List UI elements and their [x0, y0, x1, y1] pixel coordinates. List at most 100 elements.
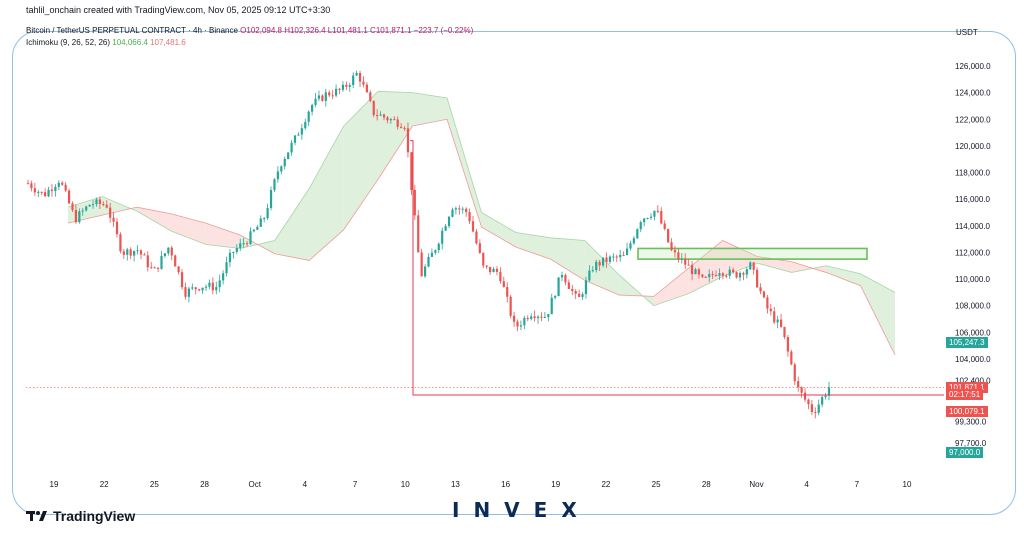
candle-body: [684, 258, 687, 265]
ichimoku-cloud-segment: [550, 237, 585, 281]
candle-body: [485, 265, 488, 267]
candle-body: [126, 249, 129, 255]
candle-body: [269, 190, 273, 208]
candle-body: [461, 208, 464, 210]
candle-body: [680, 258, 683, 260]
candle-body: [427, 256, 430, 267]
candle-body: [352, 75, 355, 86]
candle-body: [807, 399, 810, 405]
x-tick-label: 4: [303, 480, 308, 489]
price-tag: 100,079.1: [946, 405, 988, 417]
candle-body: [656, 210, 659, 212]
candle-body: [492, 268, 495, 273]
candle-body: [454, 208, 457, 210]
candle-body: [489, 266, 492, 273]
indicator-legend[interactable]: Ichimoku (9, 26, 52, 26) 104,066.4 107,4…: [26, 38, 186, 47]
candle-body: [417, 215, 420, 253]
candle-body: [564, 274, 567, 283]
x-tick-label: 28: [702, 480, 711, 489]
candle-body: [331, 95, 334, 97]
candle-body: [334, 88, 338, 96]
candle-body: [540, 316, 543, 318]
ichimoku-cloud-segment: [826, 265, 861, 286]
tradingview-icon: [26, 511, 47, 521]
y-tick-label: 102,400.0: [955, 376, 991, 385]
candle-body: [290, 142, 293, 153]
candle-body: [821, 397, 824, 405]
candle-body: [153, 267, 156, 269]
candle-body: [222, 273, 225, 281]
candle-body: [769, 308, 772, 312]
candle-body: [619, 254, 622, 258]
candle-body: [170, 247, 173, 256]
candle-body: [259, 218, 262, 227]
candle-body: [523, 317, 526, 326]
candle-body: [293, 135, 297, 143]
candle-body: [263, 218, 266, 220]
candle-body: [362, 81, 365, 85]
candle-body: [143, 254, 146, 256]
price-tag: 101,871.1: [946, 381, 988, 393]
price-tag: 105,247.3: [946, 336, 988, 348]
price-tag: 02:17:51: [946, 389, 984, 401]
candle-body: [273, 179, 276, 191]
indicator-name: Ichimoku (9, 26, 52, 26): [26, 38, 111, 47]
candle-body: [827, 387, 831, 396]
candle-body: [742, 272, 745, 275]
candle-body: [376, 115, 379, 117]
tradingview-logo[interactable]: TradingView: [26, 508, 135, 524]
candle-body: [95, 199, 98, 205]
x-tick-label: 13: [451, 480, 460, 489]
x-tick-label: Nov: [749, 480, 763, 489]
candle-body: [54, 186, 57, 191]
candle-body: [232, 251, 235, 253]
candle-body: [71, 203, 74, 210]
candle-body: [184, 287, 187, 297]
indicator-value-b: 107,481.6: [150, 38, 186, 47]
candle-body: [759, 287, 762, 292]
candle-body: [430, 252, 434, 257]
candle-body: [37, 191, 40, 193]
candle-body: [256, 226, 259, 230]
candle-body: [348, 85, 351, 87]
candle-body: [239, 243, 242, 249]
candle-body: [714, 274, 718, 276]
candle-body: [625, 248, 629, 255]
ichimoku-cloud-segment: [274, 188, 310, 261]
candle-body: [677, 252, 680, 260]
candle-body: [578, 293, 581, 297]
candle-body: [324, 92, 327, 101]
candle-body: [50, 189, 54, 191]
y-tick-label: 114,000.0: [955, 222, 991, 231]
candle-body: [365, 84, 368, 93]
candle-body: [478, 243, 481, 253]
candle-body: [328, 92, 331, 96]
candle-body: [495, 268, 499, 272]
candle-body: [280, 166, 283, 172]
candle-body: [468, 212, 471, 222]
candle-body: [345, 84, 348, 87]
candle-body: [560, 274, 564, 278]
x-tick-label: 19: [551, 480, 560, 489]
candle-body: [571, 289, 574, 291]
candle-body: [701, 274, 704, 277]
candle-body: [639, 222, 642, 230]
candle-body: [711, 274, 714, 276]
candle-body: [441, 230, 444, 244]
x-tick-label: 10: [903, 480, 912, 489]
candle-body: [649, 216, 653, 218]
candle-body: [283, 158, 286, 167]
y-tick-label: 106,000.0: [955, 328, 991, 337]
candle-body: [512, 315, 516, 322]
ichimoku-cloud-segment: [757, 256, 792, 273]
y-tick-label: 122,000.0: [955, 115, 991, 124]
candle-body: [663, 223, 666, 229]
symbol-legend[interactable]: Bitcoin / TetherUS PERPETUAL CONTRACT · …: [26, 26, 473, 35]
candle-body: [109, 207, 112, 218]
candle-body: [235, 248, 238, 252]
candle-body: [533, 316, 536, 319]
candle-body: [766, 297, 769, 309]
candle-body: [629, 243, 632, 249]
ichimoku-cloud-segment: [343, 91, 379, 230]
